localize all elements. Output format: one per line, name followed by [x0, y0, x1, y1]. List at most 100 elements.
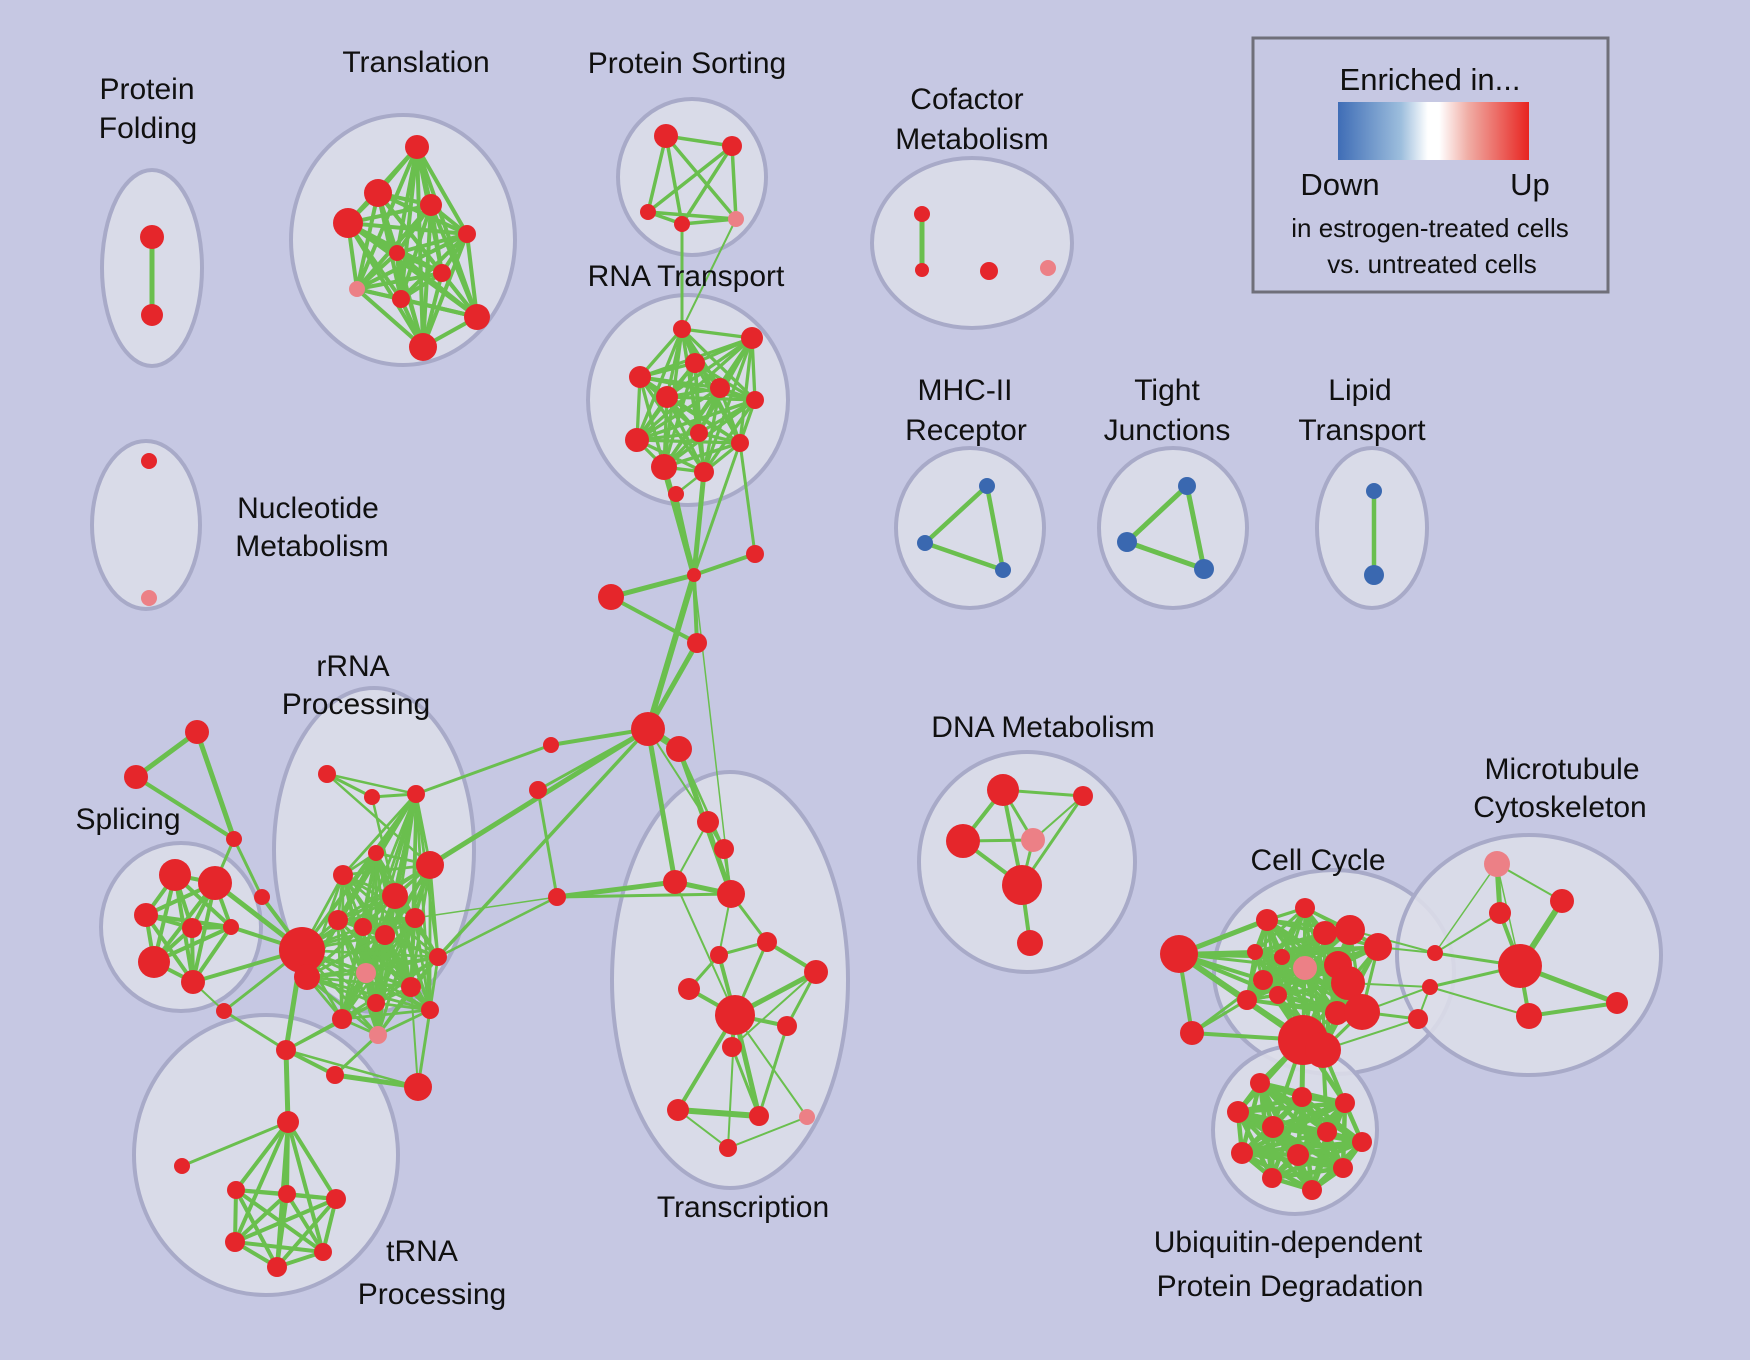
gene-set-node[interactable]: [328, 910, 348, 930]
gene-set-node[interactable]: [1160, 935, 1198, 973]
gene-set-node[interactable]: [1331, 966, 1365, 1000]
gene-set-node[interactable]: [757, 932, 777, 952]
gene-set-node[interactable]: [666, 736, 692, 762]
gene-set-node[interactable]: [401, 977, 421, 997]
gene-set-node[interactable]: [1484, 851, 1510, 877]
gene-set-node[interactable]: [1262, 1116, 1284, 1138]
gene-set-node[interactable]: [687, 568, 701, 582]
gene-set-node[interactable]: [375, 925, 395, 945]
gene-set-node[interactable]: [216, 1003, 232, 1019]
gene-set-node[interactable]: [174, 1158, 190, 1174]
gene-set-node[interactable]: [1366, 483, 1382, 499]
gene-set-node[interactable]: [694, 462, 714, 482]
gene-set-node[interactable]: [277, 1111, 299, 1133]
gene-set-node[interactable]: [1227, 1101, 1249, 1123]
gene-set-node[interactable]: [1516, 1003, 1542, 1029]
gene-set-node[interactable]: [1305, 1032, 1341, 1068]
gene-set-node[interactable]: [181, 970, 205, 994]
gene-set-node[interactable]: [225, 1232, 245, 1252]
gene-set-node[interactable]: [1117, 532, 1137, 552]
gene-set-node[interactable]: [741, 327, 763, 349]
gene-set-node[interactable]: [1498, 944, 1542, 988]
gene-set-node[interactable]: [354, 918, 372, 936]
gene-set-node[interactable]: [318, 765, 336, 783]
gene-set-node[interactable]: [420, 194, 442, 216]
gene-set-node[interactable]: [1335, 1093, 1355, 1113]
gene-set-node[interactable]: [1194, 559, 1214, 579]
gene-set-node[interactable]: [746, 545, 764, 563]
gene-set-node[interactable]: [1295, 898, 1315, 918]
gene-set-node[interactable]: [1040, 260, 1056, 276]
gene-set-node[interactable]: [685, 353, 705, 373]
gene-set-node[interactable]: [1313, 921, 1337, 945]
gene-set-node[interactable]: [987, 774, 1019, 806]
gene-set-node[interactable]: [326, 1189, 346, 1209]
gene-set-node[interactable]: [529, 781, 547, 799]
gene-set-node[interactable]: [629, 366, 651, 388]
gene-set-node[interactable]: [134, 903, 158, 927]
gene-set-node[interactable]: [804, 960, 828, 984]
gene-set-node[interactable]: [364, 789, 380, 805]
gene-set-node[interactable]: [1021, 828, 1045, 852]
gene-set-node[interactable]: [382, 883, 408, 909]
gene-set-node[interactable]: [333, 208, 363, 238]
gene-set-node[interactable]: [1325, 1001, 1349, 1025]
gene-set-node[interactable]: [1364, 933, 1392, 961]
gene-set-node[interactable]: [1231, 1142, 1253, 1164]
gene-set-node[interactable]: [356, 963, 376, 983]
gene-set-node[interactable]: [141, 453, 157, 469]
gene-set-node[interactable]: [1335, 915, 1365, 945]
gene-set-node[interactable]: [654, 124, 678, 148]
gene-set-node[interactable]: [141, 590, 157, 606]
gene-set-node[interactable]: [141, 304, 163, 326]
gene-set-node[interactable]: [276, 1040, 296, 1060]
gene-set-node[interactable]: [267, 1257, 287, 1277]
gene-set-node[interactable]: [1253, 970, 1273, 990]
gene-set-node[interactable]: [1002, 865, 1042, 905]
gene-set-node[interactable]: [429, 948, 447, 966]
gene-set-node[interactable]: [1344, 994, 1380, 1030]
gene-set-node[interactable]: [917, 535, 933, 551]
gene-set-node[interactable]: [294, 964, 320, 990]
gene-set-node[interactable]: [722, 1037, 742, 1057]
gene-set-node[interactable]: [1256, 909, 1278, 931]
gene-set-node[interactable]: [1274, 949, 1290, 965]
gene-set-node[interactable]: [714, 839, 734, 859]
gene-set-node[interactable]: [690, 424, 708, 442]
gene-set-node[interactable]: [369, 1026, 387, 1044]
gene-set-node[interactable]: [915, 263, 929, 277]
gene-set-node[interactable]: [140, 225, 164, 249]
gene-set-node[interactable]: [332, 1009, 352, 1029]
gene-set-node[interactable]: [389, 245, 405, 261]
gene-set-node[interactable]: [364, 179, 392, 207]
gene-set-node[interactable]: [367, 994, 385, 1012]
gene-set-node[interactable]: [254, 889, 270, 905]
gene-set-node[interactable]: [227, 1181, 245, 1199]
gene-set-node[interactable]: [1333, 1158, 1353, 1178]
gene-set-node[interactable]: [697, 811, 719, 833]
gene-set-node[interactable]: [746, 391, 764, 409]
gene-set-node[interactable]: [914, 206, 930, 222]
gene-set-node[interactable]: [407, 785, 425, 803]
gene-set-node[interactable]: [421, 1001, 439, 1019]
gene-set-node[interactable]: [1427, 945, 1443, 961]
gene-set-node[interactable]: [728, 211, 744, 227]
gene-set-node[interactable]: [1317, 1122, 1337, 1142]
gene-set-node[interactable]: [543, 737, 559, 753]
gene-set-node[interactable]: [625, 428, 649, 452]
gene-set-node[interactable]: [185, 720, 209, 744]
gene-set-node[interactable]: [640, 204, 656, 220]
gene-set-node[interactable]: [946, 824, 980, 858]
gene-set-node[interactable]: [1293, 956, 1317, 980]
gene-set-node[interactable]: [1287, 1144, 1309, 1166]
gene-set-node[interactable]: [980, 262, 998, 280]
gene-set-node[interactable]: [278, 1185, 296, 1203]
gene-set-node[interactable]: [1352, 1132, 1372, 1152]
gene-set-node[interactable]: [1250, 1073, 1270, 1093]
gene-set-node[interactable]: [405, 908, 425, 928]
gene-set-node[interactable]: [1237, 990, 1257, 1010]
gene-set-node[interactable]: [979, 478, 995, 494]
gene-set-node[interactable]: [1180, 1021, 1204, 1045]
gene-set-node[interactable]: [995, 562, 1011, 578]
gene-set-node[interactable]: [464, 304, 490, 330]
